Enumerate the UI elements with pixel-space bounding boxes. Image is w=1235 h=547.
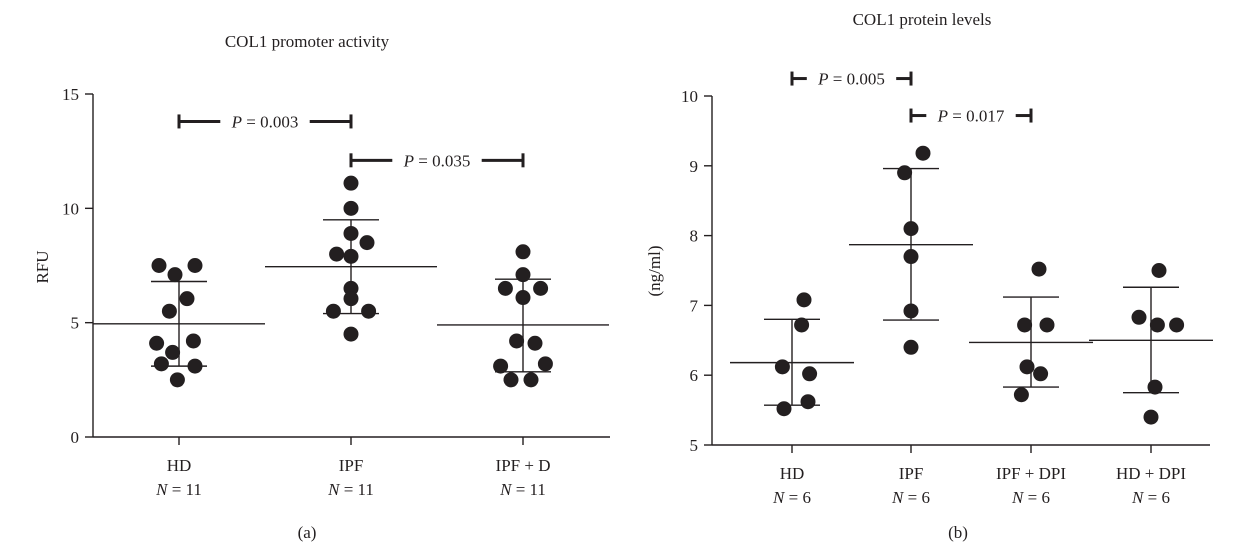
panel-a-data-point xyxy=(523,372,539,388)
panel-a-data-point xyxy=(151,258,167,273)
panel-a-n-label: N = 11 xyxy=(499,480,546,499)
panel-b-data-point xyxy=(1013,387,1029,403)
panel-b-data-point xyxy=(897,165,913,181)
panel-a: COL1 promoter activity RFU (a) 0 5 10 15 HD N… xyxy=(33,32,610,542)
panel-a-data-point xyxy=(343,175,359,191)
panel-b-data-point xyxy=(776,401,792,417)
panel-b: COL1 protein levels (ng/ml) (b) 5 6 7 8 9 10 H… xyxy=(645,10,1213,542)
panel-b-y-tick-label: 6 xyxy=(690,366,699,385)
panel-a-data-point xyxy=(165,344,181,360)
panel-b-data-point xyxy=(903,249,919,265)
panel-b-data-point xyxy=(802,366,818,382)
panel-b-data-point xyxy=(1033,366,1049,382)
panel-a-data-point xyxy=(187,258,203,273)
panel-a-data-point xyxy=(167,267,183,283)
panel-b-ylabel: (ng/ml) xyxy=(645,246,664,297)
panel-a-data-point xyxy=(515,244,531,260)
panel-a-data-point xyxy=(169,372,185,388)
panel-b-x-tick-label: HD xyxy=(780,464,805,483)
panel-b-data-point xyxy=(1131,309,1147,325)
panel-b-data-point xyxy=(1169,317,1185,333)
panel-b-data-point xyxy=(915,145,931,161)
panel-b-data-point xyxy=(903,303,919,319)
panel-b-x-tick-label: HD + DPI xyxy=(1116,464,1186,483)
panel-a-title: COL1 promoter activity xyxy=(225,32,390,51)
panel-a-data-point xyxy=(503,372,519,388)
panel-b-title: COL1 protein levels xyxy=(853,10,992,29)
panel-b-data-point xyxy=(1039,317,1055,333)
panel-a-y-tick-label: 15 xyxy=(62,85,79,104)
panel-a-data-point xyxy=(187,358,203,374)
panel-a-data-point xyxy=(343,326,359,342)
panel-b-data-point xyxy=(794,317,810,333)
panel-a-data-point xyxy=(343,248,359,264)
panel-b-data-point xyxy=(903,339,919,355)
panel-a-p-value: P = 0.003 xyxy=(231,112,299,131)
panel-a-data-point xyxy=(185,333,201,349)
panel-b-y-tick-label: 9 xyxy=(690,157,699,176)
panel-b-y-tick-label: 7 xyxy=(690,296,699,315)
panel-a-n-label: N = 11 xyxy=(155,480,202,499)
panel-a-data-point xyxy=(515,267,531,283)
panel-a-data-point xyxy=(149,335,165,351)
panel-a-data-point xyxy=(179,291,195,307)
panel-b-data-point xyxy=(1151,263,1167,278)
panel-a-data-point xyxy=(527,335,543,351)
panel-b-p-value: P = 0.005 xyxy=(817,70,885,89)
panel-a-label: (a) xyxy=(298,523,317,542)
panel-a-data-point xyxy=(343,200,359,216)
panel-b-data-point xyxy=(1031,261,1047,277)
panel-a-x-tick-label: IPF xyxy=(339,456,364,475)
panel-b-label: (b) xyxy=(948,523,968,542)
panel-a-data-point xyxy=(361,303,377,319)
panel-b-data-point xyxy=(800,394,816,410)
panel-a-data-point xyxy=(497,280,513,296)
panel-a-data-point xyxy=(343,225,359,241)
panel-b-p-value: P = 0.017 xyxy=(937,107,1005,126)
panel-b-data-point xyxy=(1147,379,1163,395)
panel-a-x-tick-label: IPF + D xyxy=(496,456,551,475)
panel-a-y-tick-label: 5 xyxy=(71,314,80,333)
panel-a-data-point xyxy=(515,290,531,306)
panel-a-x-tick-label: HD xyxy=(167,456,192,475)
panel-b-n-label: N = 6 xyxy=(891,488,930,507)
panel-a-ylabel: RFU xyxy=(33,250,52,283)
panel-a-data-point xyxy=(533,280,549,296)
panel-b-y-tick-label: 8 xyxy=(690,227,699,246)
panel-b-data-point xyxy=(903,221,919,237)
panel-b-data-point xyxy=(1017,317,1033,333)
panel-a-p-value: P = 0.035 xyxy=(403,151,471,170)
panel-a-n-label: N = 11 xyxy=(327,480,374,499)
panel-a-data-point xyxy=(493,358,509,374)
panel-a-data-point xyxy=(343,291,359,307)
panel-a-data-point xyxy=(359,235,375,251)
panel-b-data-point xyxy=(1019,359,1035,375)
panel-a-y-tick-label: 0 xyxy=(71,428,80,447)
panel-a-data-point xyxy=(343,280,359,296)
panel-b-n-label: N = 6 xyxy=(1131,488,1170,507)
panel-a-y-tick-label: 10 xyxy=(62,199,79,218)
panel-b-data-point xyxy=(796,292,812,308)
panel-b-y-tick-label: 5 xyxy=(690,436,699,455)
panel-b-n-label: N = 6 xyxy=(1011,488,1050,507)
panel-b-data-point xyxy=(1149,317,1165,333)
panel-b-x-tick-label: IPF + DPI xyxy=(996,464,1066,483)
panel-b-n-label: N = 6 xyxy=(772,488,811,507)
panel-a-data-point xyxy=(509,333,525,349)
panel-a-data-point xyxy=(537,356,553,372)
panel-a-data-point xyxy=(153,356,169,372)
panel-b-y-tick-label: 10 xyxy=(681,87,698,106)
panel-b-data-point xyxy=(1143,409,1159,425)
panel-a-data-point xyxy=(329,246,345,262)
panel-b-data-point xyxy=(774,359,790,375)
panel-b-x-tick-label: IPF xyxy=(899,464,924,483)
panel-a-data-point xyxy=(325,303,341,319)
panel-a-data-point xyxy=(161,303,177,319)
